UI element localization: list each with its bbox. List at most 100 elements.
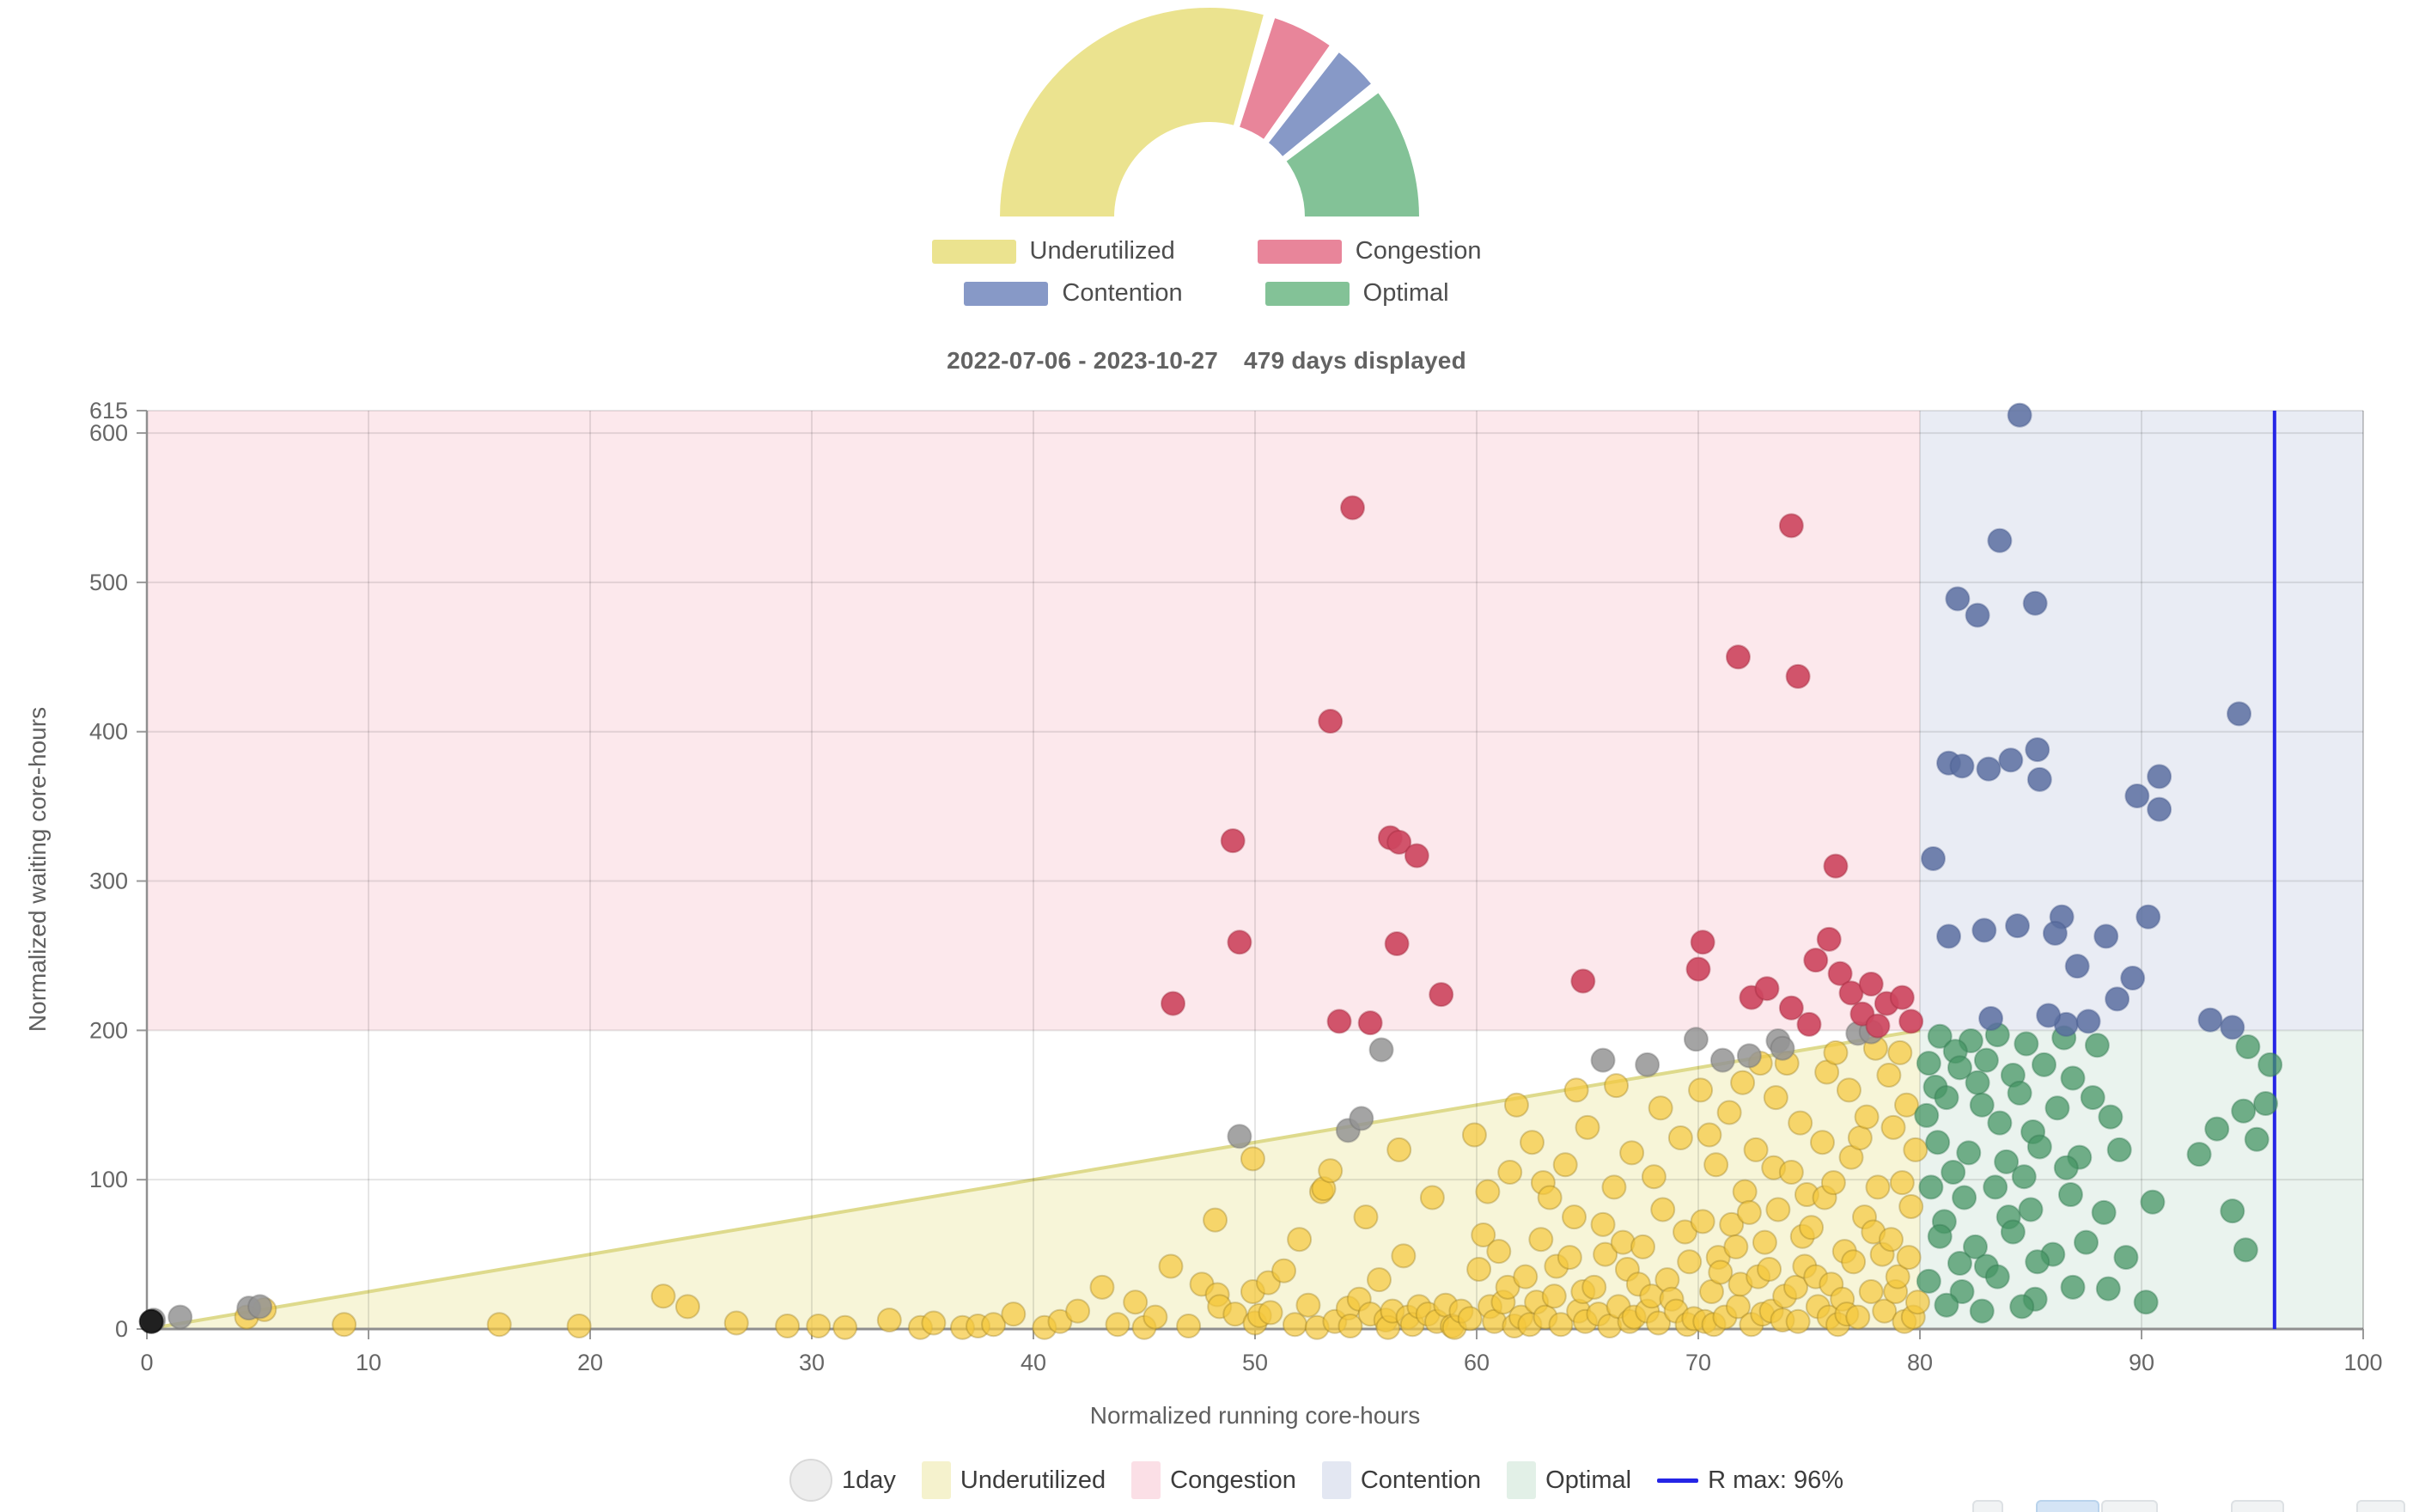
scatter-point[interactable] xyxy=(1688,1077,1714,1103)
scatter-point[interactable] xyxy=(1461,1122,1487,1148)
scatter-point[interactable] xyxy=(2186,1142,2212,1168)
scatter-point[interactable] xyxy=(1965,602,1990,628)
scatter-point[interactable] xyxy=(1475,1179,1501,1204)
scatter-point[interactable] xyxy=(1736,1199,1762,1225)
scatter-point[interactable] xyxy=(1730,1070,1756,1095)
scatter-point[interactable] xyxy=(2235,1033,2261,1059)
scatter-point[interactable] xyxy=(1934,1085,1959,1111)
scatter-point[interactable] xyxy=(1894,1092,1920,1118)
scatter-point[interactable] xyxy=(1947,1251,1972,1277)
scatter-point[interactable] xyxy=(332,1312,357,1338)
scatter-point[interactable] xyxy=(1945,586,1971,612)
scatter-point[interactable] xyxy=(2000,1219,2026,1245)
scatter-point[interactable] xyxy=(2057,1182,2083,1208)
scatter-point[interactable] xyxy=(2042,920,2068,946)
scatter-point[interactable] xyxy=(1785,663,1811,689)
scatter-point[interactable] xyxy=(1889,985,1915,1010)
scatter-point[interactable] xyxy=(2026,766,2052,792)
scatter-point[interactable] xyxy=(1698,1279,1724,1305)
scatter-point[interactable] xyxy=(832,1314,858,1340)
series-contention[interactable] xyxy=(1920,402,2252,1040)
scatter-point[interactable] xyxy=(2113,1245,2139,1271)
scatter-point[interactable] xyxy=(1366,1267,1392,1293)
scatter-point[interactable] xyxy=(2007,402,2032,428)
scatter-point[interactable] xyxy=(1384,931,1410,957)
scatter-point[interactable] xyxy=(1667,1125,1693,1151)
scatter-point[interactable] xyxy=(1838,1144,1864,1170)
footer-button-2[interactable] xyxy=(2036,1500,2099,1512)
scatter-point[interactable] xyxy=(1047,1308,1073,1334)
scatter-point[interactable] xyxy=(2258,1052,2283,1077)
scatter-point[interactable] xyxy=(2075,1009,2101,1034)
scatter-point[interactable] xyxy=(1552,1152,1578,1178)
scatter-legend-item-contention[interactable]: Contention xyxy=(1321,1461,1481,1499)
scatter-point[interactable] xyxy=(1619,1140,1645,1166)
scatter-point[interactable] xyxy=(1557,1245,1582,1271)
scatter-point[interactable] xyxy=(1914,1102,1940,1128)
scatter-point[interactable] xyxy=(1368,1037,1394,1063)
scatter-point[interactable] xyxy=(1916,1051,1941,1076)
scatter-point[interactable] xyxy=(2124,783,2150,808)
scatter-point[interactable] xyxy=(1823,853,1849,879)
scatter-point[interactable] xyxy=(1876,1063,1902,1088)
scatter-point[interactable] xyxy=(1723,1234,1749,1259)
scatter-point[interactable] xyxy=(2044,1095,2070,1121)
scatter-point[interactable] xyxy=(1984,1264,2010,1289)
scatter-point[interactable] xyxy=(775,1314,801,1339)
scatter-point[interactable] xyxy=(1357,1010,1383,1036)
scatter-point[interactable] xyxy=(1778,1159,1804,1185)
scatter-point[interactable] xyxy=(1803,948,1829,973)
scatter-point[interactable] xyxy=(1466,1256,1492,1282)
scatter-point[interactable] xyxy=(1823,1040,1849,1065)
scatter-point[interactable] xyxy=(1952,1185,1977,1210)
scatter-point[interactable] xyxy=(486,1312,512,1338)
scatter-point[interactable] xyxy=(1998,747,2024,773)
gauge-legend-item-contention[interactable]: Contention xyxy=(964,279,1183,308)
scatter-point[interactable] xyxy=(1419,1185,1445,1210)
scatter-point[interactable] xyxy=(1976,756,2002,782)
scatter-point[interactable] xyxy=(1105,1312,1130,1338)
gauge-segment-contention[interactable] xyxy=(1266,50,1374,159)
scatter-point[interactable] xyxy=(1590,1047,1616,1073)
scatter-point[interactable] xyxy=(1513,1264,1539,1289)
scatter-point[interactable] xyxy=(1630,1234,1655,1259)
scatter-point[interactable] xyxy=(1949,1279,1975,1305)
scatter-point[interactable] xyxy=(1429,982,1454,1008)
scatter-point[interactable] xyxy=(1641,1164,1667,1190)
scatter-point[interactable] xyxy=(247,1294,273,1320)
scatter-point[interactable] xyxy=(650,1283,676,1309)
scatter-legend-item-optimal[interactable]: Optimal xyxy=(1507,1461,1631,1499)
scatter-point[interactable] xyxy=(1240,1146,1265,1172)
scatter-point[interactable] xyxy=(1809,1130,1835,1155)
scatter-point[interactable] xyxy=(1927,1023,1953,1049)
scatter-point[interactable] xyxy=(2227,701,2252,727)
scatter-point[interactable] xyxy=(1903,1137,1929,1162)
scatter-legend-item-congestion[interactable]: Congestion xyxy=(1131,1461,1296,1499)
scatter-point[interactable] xyxy=(806,1314,832,1339)
gauge-segment-congestion[interactable] xyxy=(1237,15,1332,142)
scatter-point[interactable] xyxy=(2009,1294,2035,1320)
scatter-point[interactable] xyxy=(1949,753,1975,779)
scatter-point[interactable] xyxy=(1001,1302,1027,1327)
scatter-point[interactable] xyxy=(1719,1211,1745,1237)
scatter-point[interactable] xyxy=(1123,1289,1149,1315)
scatter-point[interactable] xyxy=(1969,1298,1995,1324)
scatter-point[interactable] xyxy=(2252,1091,2278,1117)
scatter-point[interactable] xyxy=(2091,1199,2117,1225)
scatter-point[interactable] xyxy=(2244,1126,2270,1152)
scatter-point[interactable] xyxy=(675,1294,701,1320)
scatter-point[interactable] xyxy=(1963,1234,1988,1259)
scatter-point[interactable] xyxy=(1520,1130,1545,1155)
scatter-point[interactable] xyxy=(1898,1193,1924,1219)
scatter-point[interactable] xyxy=(1697,1122,1722,1148)
scatter-point[interactable] xyxy=(1778,995,1804,1021)
footer-button-3[interactable] xyxy=(2101,1500,2158,1512)
scatter-point[interactable] xyxy=(1703,1152,1729,1178)
scatter-point[interactable] xyxy=(1918,1174,1944,1200)
scatter-point[interactable] xyxy=(1143,1304,1168,1330)
footer-button-5[interactable] xyxy=(2356,1500,2405,1512)
scatter-point[interactable] xyxy=(1978,1005,2004,1031)
footer-button-4[interactable] xyxy=(2231,1500,2284,1512)
scatter-point[interactable] xyxy=(1896,1245,1922,1271)
scatter-point[interactable] xyxy=(1858,971,1884,997)
